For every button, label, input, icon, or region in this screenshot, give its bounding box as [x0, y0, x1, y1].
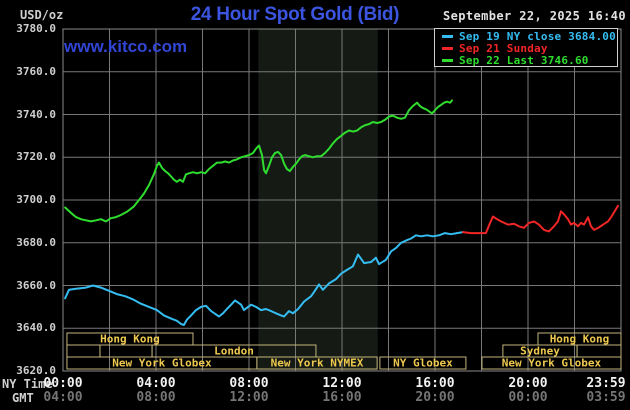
y-tick-label: 3760.0 — [16, 64, 56, 78]
legend-item-sep19: Sep 19 NY close 3684.00 — [442, 29, 617, 43]
session-box — [66, 344, 101, 358]
gmt-tick-label: 12:00 — [229, 390, 269, 405]
session-box — [576, 344, 622, 358]
plot-border — [62, 28, 622, 372]
legend-item-sep22: Sep 22 Last 3746.60 — [442, 53, 617, 67]
legend-item-label: Sep 19 NY close 3684.00 — [459, 29, 616, 43]
gmt-tick-label: 04:00 — [43, 390, 83, 405]
session-label: Hong Kong — [100, 333, 160, 346]
series-line-sep-19-ny-close — [64, 231, 464, 326]
series-line-sep-22-last — [64, 99, 453, 223]
ny-time-tick-label: 00:00 — [43, 376, 83, 391]
session-label: New York Globex — [112, 357, 212, 370]
gmt-axis-label: GMT — [12, 391, 34, 405]
ny-time-tick-label: 16:00 — [415, 376, 455, 391]
ny-time-tick-label: 12:00 — [322, 376, 362, 391]
sep22-series-color-dash — [442, 58, 453, 62]
session-label: New York Globex — [502, 357, 602, 370]
ny-time-tick-label: 08:00 — [229, 376, 269, 391]
y-tick-label: 3680.0 — [16, 235, 56, 249]
series-line-sep-21-sunday — [461, 204, 619, 235]
y-tick-label: 3780.0 — [16, 22, 56, 35]
ny-time-tick-label: 04:00 — [136, 376, 176, 391]
y-tick-label: 3640.0 — [16, 321, 56, 335]
y-tick-label: 3720.0 — [16, 150, 56, 164]
gmt-tick-label: 16:00 — [322, 390, 362, 405]
gmt-tick-label: 20:00 — [415, 390, 455, 405]
session-box — [481, 356, 622, 370]
y-tick-label: 3620.0 — [16, 364, 56, 377]
session-label: London — [214, 345, 254, 358]
session-label: Hong Kong — [550, 333, 610, 346]
session-box — [99, 344, 153, 358]
chart-datetime: September 22, 2025 16:40 — [443, 9, 626, 23]
session-label: New York NYMEX — [271, 357, 364, 370]
gmt-tick-label: 00:00 — [508, 390, 548, 405]
session-label: Sydney — [520, 345, 560, 358]
sep21-series-color-dash — [442, 46, 453, 50]
legend-item-sep21: Sep 21 Sunday — [442, 41, 617, 55]
kitco-watermark-link[interactable]: www.kitco.com — [64, 37, 188, 56]
y-tick-label: 3700.0 — [16, 193, 56, 206]
y-axis-unit-label: USD/oz — [20, 8, 64, 22]
page-title: 24 Hour Spot Gold (Bid) — [190, 4, 400, 25]
y-tick-label: 3740.0 — [16, 107, 56, 121]
session-box — [256, 356, 378, 370]
legend-box: Sep 19 NY close 3684.00 Sep 21 Sunday Se… — [434, 28, 618, 67]
legend-item-label: Sep 22 Last 3746.60 — [459, 53, 589, 67]
session-label: NY Globex — [393, 357, 453, 370]
legend-item-label: Sep 21 Sunday — [459, 41, 548, 55]
ny-time-tick-label: 23:59 — [586, 376, 626, 391]
session-box — [379, 356, 467, 370]
gmt-tick-label: 03:59 — [586, 390, 626, 405]
sep19-series-color-dash — [442, 34, 453, 38]
y-tick-label: 3660.0 — [16, 278, 56, 292]
ny-time-tick-label: 20:00 — [508, 376, 548, 391]
gmt-tick-label: 08:00 — [136, 390, 176, 405]
ny-time-axis-label: NY Time — [2, 377, 53, 391]
